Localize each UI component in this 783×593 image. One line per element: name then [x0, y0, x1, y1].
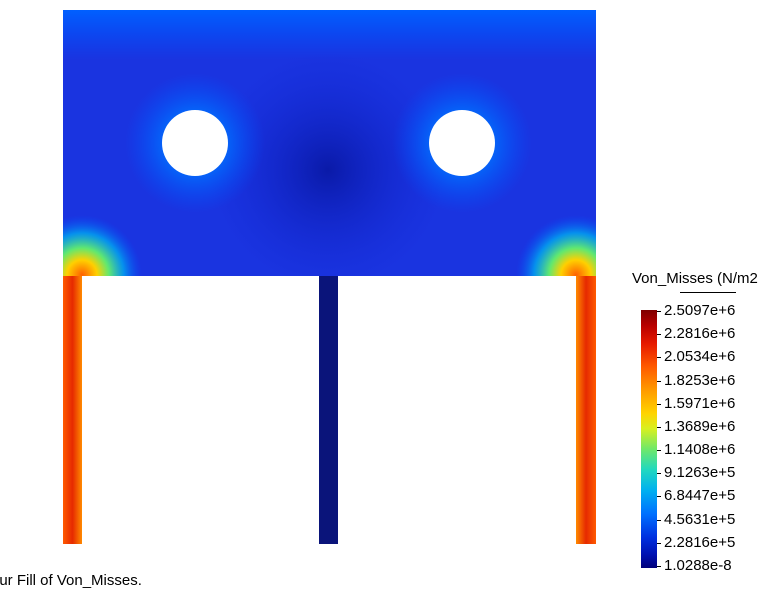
legend-tick-label: 2.5097e+6: [664, 302, 736, 319]
legend-tick-label: 2.2816e+6: [664, 325, 736, 343]
legend-color-bar: [641, 310, 657, 568]
legend-tick-label: 9.1263e+5: [664, 464, 736, 482]
center-post: [319, 276, 338, 544]
legend-tick-mark: [657, 519, 661, 521]
legend-title-underline: [680, 292, 736, 293]
legend-tick-mark: [657, 542, 661, 544]
legend-tick-mark: [657, 357, 661, 359]
legend-tick-label: 2.2816e+5: [664, 533, 736, 551]
legend-tick-label: 6.8447e+5: [664, 487, 736, 505]
right-hole: [429, 110, 495, 176]
legend-tick-mark: [657, 473, 661, 475]
legend-tick-label: 2.0534e+6: [664, 348, 736, 366]
legend-tick-mark: [657, 426, 661, 428]
legend-tick-mark: [657, 311, 661, 312]
legend-tick-mark: [657, 403, 661, 405]
legend-tick-label: 1.5971e+6: [664, 394, 736, 412]
plate-body: [63, 10, 596, 276]
caption: our Fill of Von_Misses.: [0, 572, 300, 589]
legend-tick-label: 1.0288e-8: [664, 557, 732, 574]
legend-tick-mark: [657, 496, 661, 498]
legend-tick-mark: [657, 380, 661, 382]
legend-tick-mark: [657, 566, 661, 567]
left-leg: [63, 276, 82, 544]
legend-tick-label: 4.5631e+5: [664, 510, 736, 528]
legend-tick-label: 1.3689e+6: [664, 417, 736, 435]
legend-tick-mark: [657, 334, 661, 336]
legend-tick-mark: [657, 450, 661, 452]
legend-tick-label: 1.1408e+6: [664, 441, 736, 459]
legend-title: Von_Misses (N/m2: [632, 270, 758, 287]
legend-tick-label: 1.8253e+6: [664, 371, 736, 389]
left-hole: [162, 110, 228, 176]
right-leg: [576, 276, 596, 544]
caption-text: our Fill of Von_Misses.: [0, 572, 142, 589]
